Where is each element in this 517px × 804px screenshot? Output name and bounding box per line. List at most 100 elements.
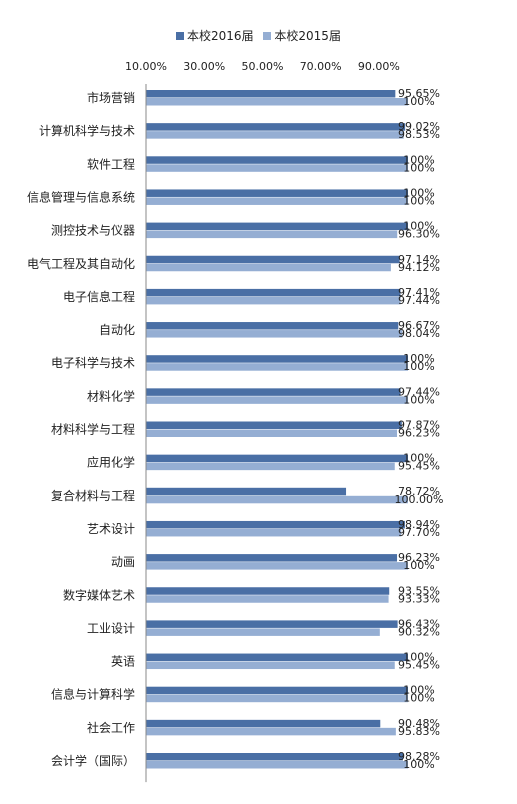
legend-label-2016: 本校2016届 xyxy=(187,29,254,43)
bar-2015 xyxy=(146,628,380,636)
data-label-2015: 98.04% xyxy=(398,327,440,340)
bar-2015 xyxy=(146,661,395,670)
data-label-2015: 93.33% xyxy=(398,592,440,605)
data-label-2015: 100% xyxy=(403,95,434,108)
category-label: 会计学（国际） xyxy=(51,753,135,768)
x-tick-label: 50.00% xyxy=(241,60,283,73)
data-label-2015: 97.70% xyxy=(398,526,440,539)
legend-item-2015: 本校2015届 xyxy=(263,27,341,44)
bar-2016 xyxy=(146,620,398,628)
category-label: 信息与计算科学 xyxy=(51,687,135,702)
data-label-2015: 98.53% xyxy=(398,128,440,141)
category-label: 动画 xyxy=(111,555,135,569)
bar-2016 xyxy=(146,255,400,264)
bar-2016 xyxy=(146,421,402,429)
bar-2016 xyxy=(146,520,405,529)
category-label: 信息管理与信息系统 xyxy=(27,189,135,204)
bar-2015 xyxy=(146,761,408,769)
data-label-2016: 100% xyxy=(403,352,434,365)
x-tick-label: 70.00% xyxy=(300,60,342,73)
data-label-2016: 93.55% xyxy=(398,584,440,597)
bar-2015 xyxy=(146,396,408,404)
data-label-2016: 98.94% xyxy=(398,518,440,531)
legend-swatch-2016 xyxy=(176,32,185,40)
bar-2016 xyxy=(146,288,401,297)
data-label-2016: 97.44% xyxy=(398,385,440,398)
data-label-2015: 96.23% xyxy=(398,427,440,440)
bar-2015 xyxy=(146,495,408,504)
data-label-2015: 100% xyxy=(403,360,434,373)
category-label: 自动化 xyxy=(99,323,135,337)
x-tick-label: 30.00% xyxy=(183,60,225,73)
bar-2016 xyxy=(146,554,398,562)
bar-2016 xyxy=(146,719,381,728)
bar-2015 xyxy=(146,197,408,205)
data-label-2016: 95.65% xyxy=(398,87,440,100)
bar-2016 xyxy=(146,189,408,197)
data-label-2015: 95.45% xyxy=(398,659,440,672)
category-label: 应用化学 xyxy=(87,455,135,470)
bar-2015 xyxy=(146,562,408,570)
data-label-2016: 100% xyxy=(403,684,434,697)
data-label-2015: 100.00% xyxy=(395,493,444,506)
x-tick-label: 10.00% xyxy=(125,60,167,73)
bar-2015 xyxy=(146,230,398,239)
category-label: 电子信息工程 xyxy=(63,289,135,304)
bar-2016 xyxy=(146,355,408,363)
bar-2016 xyxy=(146,222,408,231)
category-label: 社会工作 xyxy=(87,720,135,735)
category-labels: 市场营销计算机科学与技术软件工程信息管理与信息系统测控技术与仪器电气工程及其自动… xyxy=(27,90,135,768)
bar-2016 xyxy=(146,454,408,463)
data-label-2015: 95.83% xyxy=(398,725,440,738)
data-label-2016: 100% xyxy=(403,651,434,664)
bar-2015 xyxy=(146,330,403,338)
bar-2015 xyxy=(146,595,389,603)
bar-2015 xyxy=(146,363,408,371)
data-label-2015: 95.45% xyxy=(398,460,440,473)
bar-2015 xyxy=(146,528,402,537)
bar-2015 xyxy=(146,694,408,703)
category-label: 复合材料与工程 xyxy=(51,488,135,503)
category-label: 市场营销 xyxy=(87,90,135,105)
bar-2015 xyxy=(146,296,401,305)
data-label-2016: 97.14% xyxy=(398,253,440,266)
bar-2016 xyxy=(146,753,403,761)
data-label-2015: 94.12% xyxy=(398,261,440,274)
bar-2015 xyxy=(146,462,395,471)
x-axis-ticks: 10.00% 30.00% 50.00% 70.00% 90.00% xyxy=(125,60,400,73)
data-label-2015: 100% xyxy=(403,758,434,771)
data-label-2016: 98.28% xyxy=(398,750,440,763)
data-label-2016: 96.43% xyxy=(398,617,440,630)
data-label-2015: 100% xyxy=(403,194,434,207)
data-label-2015: 96.30% xyxy=(398,228,440,241)
bar-2015 xyxy=(146,131,404,139)
data-label-2016: 100% xyxy=(403,186,434,199)
bars xyxy=(146,90,408,769)
x-tick-label: 90.00% xyxy=(358,60,400,73)
data-label-2016: 97.41% xyxy=(398,286,440,299)
category-label: 英语 xyxy=(111,655,135,669)
data-label-2016: 99.02% xyxy=(398,120,440,133)
bar-2015 xyxy=(146,164,408,172)
category-label: 电气工程及其自动化 xyxy=(27,256,135,271)
legend-label-2015: 本校2015届 xyxy=(274,29,341,43)
bar-2016 xyxy=(146,487,347,496)
data-label-2016: 96.67% xyxy=(398,319,440,332)
bar-2015 xyxy=(146,727,396,736)
category-label: 材料科学与工程 xyxy=(51,422,135,437)
category-label: 艺术设计 xyxy=(87,522,135,536)
data-label-2015: 100% xyxy=(403,692,434,705)
bar-2015 xyxy=(146,98,408,106)
category-label: 电子科学与技术 xyxy=(51,355,135,370)
category-label: 计算机科学与技术 xyxy=(39,123,135,138)
category-label: 材料化学 xyxy=(87,388,135,403)
data-label-2015: 90.32% xyxy=(398,625,440,638)
value-labels: 95.65%100%99.02%98.53%100%100%100%100%10… xyxy=(395,87,444,771)
category-label: 数字媒体艺术 xyxy=(63,587,135,602)
bar-2016 xyxy=(146,653,408,662)
data-label-2016: 90.48% xyxy=(398,717,440,730)
bar-2015 xyxy=(146,429,398,437)
bar-2016 xyxy=(146,90,396,98)
data-label-2015: 100% xyxy=(403,161,434,174)
